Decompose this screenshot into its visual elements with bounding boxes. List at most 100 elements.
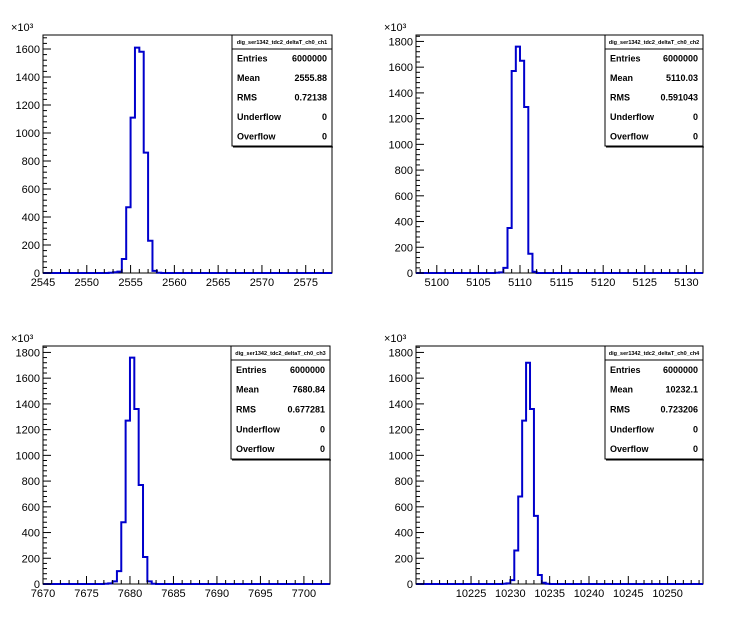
histogram-bin — [113, 272, 117, 273]
y-tick-label: 600 — [395, 502, 413, 514]
histogram-pad-1: 2545 2550 2555 2560 2565 2570 2575 0 200 400 600 80… — [11, 22, 333, 289]
x-tick-label: 5100 — [425, 277, 449, 289]
y-multiplier-label: ×10³ — [11, 333, 34, 345]
stats-row-value: 0.677281 — [287, 405, 325, 415]
histogram-bin — [526, 363, 530, 584]
stats-row-value: 0 — [322, 131, 327, 141]
histogram-line — [43, 356, 330, 585]
stats-row-label: Underflow — [610, 424, 655, 434]
y-tick-label: 1400 — [389, 88, 413, 100]
stats-box-title: dig_ser1342_tdc2_deltaT_ch0_ch2 — [609, 40, 700, 46]
stats-row-value: 10232.1 — [665, 385, 698, 395]
x-tick-label: 2575 — [293, 277, 317, 289]
y-tick-label: 800 — [22, 156, 40, 168]
stats-row-value: 0.723206 — [660, 405, 698, 415]
x-tick-label: 2550 — [75, 277, 99, 289]
x-tick-label: 2545 — [31, 277, 55, 289]
y-tick-label: 0 — [34, 579, 40, 591]
histogram-bin — [148, 241, 152, 273]
y-tick-label: 1600 — [389, 62, 413, 74]
histogram-bin — [532, 272, 536, 273]
histogram-bin — [143, 557, 147, 584]
y-multiplier-label: ×10³ — [384, 333, 407, 345]
x-tick-label: 10235 — [534, 588, 565, 600]
stats-row-label: Entries — [610, 365, 641, 375]
histogram-bin — [508, 228, 512, 273]
stats-row-value: 0 — [322, 112, 327, 122]
histogram-bin — [108, 583, 112, 584]
y-multiplier-label: ×10³ — [11, 22, 34, 34]
x-tick-label: 5125 — [633, 277, 657, 289]
histogram-bin — [518, 497, 522, 584]
x-tick-label: 7690 — [205, 588, 229, 600]
x-tick-label: 5110 — [508, 277, 532, 289]
histogram-bin — [117, 272, 121, 273]
stats-row-value: 6000000 — [292, 54, 327, 64]
y-tick-label: 0 — [34, 268, 40, 280]
stats-row-label: Mean — [610, 73, 633, 83]
x-tick-label: 7675 — [74, 588, 98, 600]
stats-row-value: 7680.84 — [292, 385, 325, 395]
histogram-bin — [516, 47, 520, 273]
x-tick-label: 7695 — [248, 588, 272, 600]
stats-row-label: Mean — [237, 73, 260, 83]
stats-row-label: RMS — [236, 405, 256, 415]
y-tick-label: 1800 — [16, 347, 40, 359]
stats-row-value: 0 — [693, 131, 698, 141]
y-tick-label: 400 — [395, 528, 413, 540]
stats-row-label: Underflow — [237, 112, 282, 122]
stats-box-frame — [230, 345, 331, 460]
histogram-bin — [131, 118, 135, 273]
histogram-bin — [144, 153, 148, 273]
y-tick-label: 800 — [395, 476, 413, 488]
stats-row-label: Mean — [236, 385, 259, 395]
histogram-bin — [117, 571, 121, 584]
x-tick-label: 10240 — [574, 588, 605, 600]
stats-row-value: 0 — [693, 112, 698, 122]
histogram-bin — [520, 61, 524, 273]
histogram-bin — [122, 259, 126, 273]
histogram-pad-2: 5100 5105 5110 5115 5120 5125 5130 0 200 400 600 80… — [384, 22, 704, 289]
y-tick-label: 1200 — [16, 100, 40, 112]
x-tick-label: 5130 — [674, 277, 698, 289]
stats-row-label: Overflow — [610, 444, 650, 454]
y-tick-label: 0 — [407, 268, 413, 280]
stats-row-label: Entries — [610, 54, 641, 64]
y-tick-label: 1000 — [16, 450, 40, 462]
x-tick-label: 5105 — [466, 277, 490, 289]
stats-row-value: 6000000 — [663, 54, 698, 64]
histogram-bin — [126, 421, 130, 584]
histogram-bin — [512, 71, 516, 273]
histogram-pad-3: 7670 7675 7680 7685 7690 7695 7700 0 200 400 600 80… — [11, 333, 331, 600]
histogram-line — [416, 45, 703, 274]
y-tick-label: 1800 — [389, 347, 413, 359]
y-tick-label: 0 — [407, 579, 413, 591]
histogram-bin — [499, 272, 503, 273]
stats-row-value: 0.72138 — [294, 93, 327, 103]
histogram-line — [43, 46, 332, 274]
x-tick-label: 5115 — [550, 277, 574, 289]
stats-row-label: RMS — [610, 405, 630, 415]
y-tick-label: 1200 — [389, 114, 413, 126]
y-tick-label: 800 — [22, 476, 40, 488]
y-multiplier-label: ×10³ — [384, 22, 407, 34]
stats-row-label: Mean — [610, 385, 633, 395]
histogram-bin — [528, 254, 532, 273]
stats-row-label: Underflow — [610, 112, 655, 122]
stats-row-value: 0 — [693, 424, 698, 434]
x-tick-label: 7670 — [31, 588, 55, 600]
y-tick-label: 200 — [22, 553, 40, 565]
stats-row-label: Underflow — [236, 424, 281, 434]
y-tick-label: 1600 — [16, 44, 40, 56]
x-tick-label: 5120 — [591, 277, 615, 289]
stats-box-frame — [231, 34, 333, 147]
stats-row-value: 6000000 — [290, 365, 325, 375]
x-tick-label: 10245 — [613, 588, 644, 600]
histogram-bin — [524, 107, 528, 273]
stats-box-title: dig_ser1342_tdc2_deltaT_ch0_ch3 — [235, 351, 326, 357]
histogram-bin — [135, 48, 139, 273]
stats-row-label: RMS — [610, 93, 630, 103]
histogram-pad-4: 10225 10230 10235 10240 10245 10250 0 200 400 600… — [384, 333, 704, 600]
stats-box-title: dig_ser1342_tdc2_deltaT_ch0_ch4 — [609, 351, 700, 357]
histogram-bin — [152, 271, 156, 273]
